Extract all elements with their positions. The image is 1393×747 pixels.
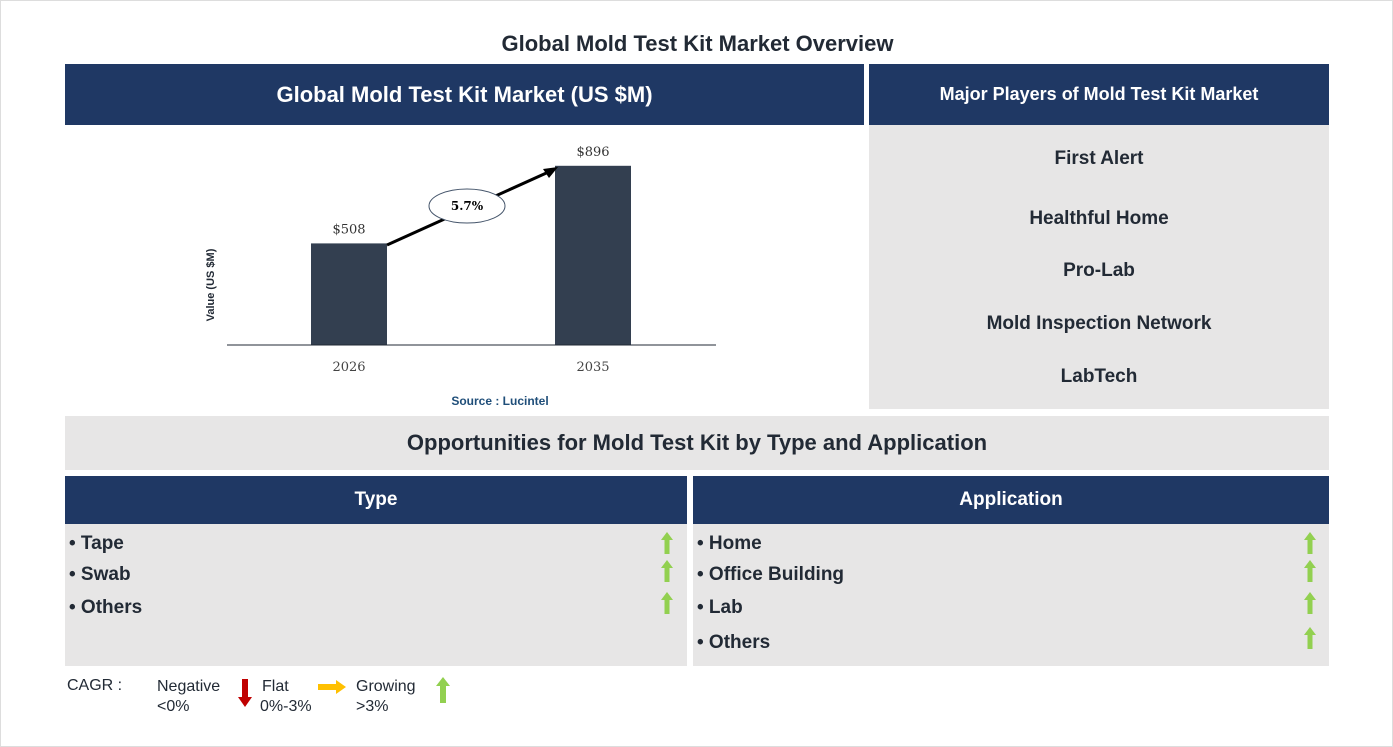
legend-negative-range: <0% <box>157 698 190 715</box>
application-item: • Office Building <box>697 564 845 585</box>
player-item: Mold Inspection Network <box>986 313 1212 334</box>
data-label: $896 <box>576 145 609 160</box>
players-panel <box>869 125 1329 409</box>
bar-2035 <box>555 165 631 345</box>
growing-arrow-icon <box>661 592 673 614</box>
player-item: First Alert <box>1054 148 1144 169</box>
data-label: $508 <box>332 222 365 237</box>
application-panel: • Home • Office Building • Lab • Others <box>693 524 1329 666</box>
legend-flat-range: 0%-3% <box>260 698 312 715</box>
x-tick-label: 2026 <box>332 360 365 375</box>
growing-arrow-icon <box>1304 560 1316 582</box>
arrow-head-icon <box>543 167 558 178</box>
growing-arrow-icon <box>661 560 673 582</box>
players-header: Major Players of Mold Test Kit Market <box>869 64 1329 125</box>
legend-growing-label: Growing <box>356 678 416 695</box>
player-item: Pro-Lab <box>1063 260 1135 281</box>
legend-negative-label: Negative <box>157 678 221 695</box>
type-item: • Tape <box>69 533 124 554</box>
legend-growing-range: >3% <box>356 698 389 715</box>
application-item: • Home <box>697 533 762 554</box>
x-tick-label: 2035 <box>576 360 609 375</box>
bar-2026 <box>311 243 387 345</box>
page-title: Global Mold Test Kit Market Overview <box>501 31 894 56</box>
opportunities-header: Opportunities for Mold Test Kit by Type … <box>65 416 1329 470</box>
application-item: • Others <box>697 632 771 653</box>
growing-arrow-icon <box>661 532 673 554</box>
legend-flat-label: Flat <box>262 678 289 695</box>
player-item: Healthful Home <box>1029 208 1169 229</box>
negative-arrow-icon <box>238 679 252 707</box>
type-item: • Others <box>69 597 143 618</box>
y-axis-label: Value (US $M) <box>205 248 217 321</box>
legend-growing: Growing >3% <box>356 677 416 717</box>
application-header: Application <box>693 476 1329 524</box>
legend-cagr-label: CAGR : <box>67 677 123 694</box>
market-chart: Value (US $M) $508 2026 $896 2035 5.7% Sour… <box>205 145 716 408</box>
legend-negative: Negative <0% <box>157 677 220 717</box>
legend-flat: Flat 0%-3% <box>260 677 312 717</box>
source-label: Source : Lucintel <box>451 394 548 408</box>
flat-arrow-icon <box>318 680 346 694</box>
type-header: Type <box>65 476 687 524</box>
growing-arrow-icon <box>1304 532 1316 554</box>
application-item: • Lab <box>697 597 743 618</box>
cagr-label: 5.7% <box>451 199 484 213</box>
type-panel: • Tape • Swab • Others <box>65 524 687 666</box>
type-item: • Swab <box>69 564 131 585</box>
growing-arrow-icon <box>1304 627 1316 649</box>
player-item: LabTech <box>1060 366 1138 387</box>
cagr-bubble <box>428 188 506 224</box>
growing-arrow-icon <box>436 677 450 703</box>
market-header: Global Mold Test Kit Market (US $M) <box>65 64 864 125</box>
growing-arrow-icon <box>1304 592 1316 614</box>
